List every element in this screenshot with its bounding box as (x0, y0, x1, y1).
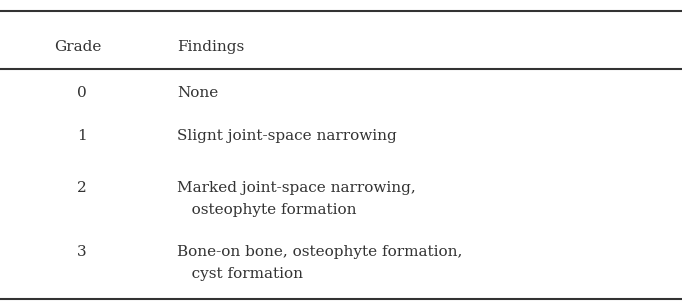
Text: Marked joint-space narrowing,: Marked joint-space narrowing, (177, 181, 416, 195)
Text: Bone-on bone, osteophyte formation,: Bone-on bone, osteophyte formation, (177, 245, 462, 259)
Text: 3: 3 (77, 245, 87, 259)
Text: None: None (177, 86, 218, 100)
Text: Grade: Grade (55, 40, 102, 54)
Text: cyst formation: cyst formation (177, 267, 303, 281)
Text: Findings: Findings (177, 40, 245, 54)
Text: 1: 1 (77, 129, 87, 143)
Text: osteophyte formation: osteophyte formation (177, 203, 357, 217)
Text: 0: 0 (77, 86, 87, 100)
Text: Slignt joint-space narrowing: Slignt joint-space narrowing (177, 129, 397, 143)
Text: 2: 2 (77, 181, 87, 195)
